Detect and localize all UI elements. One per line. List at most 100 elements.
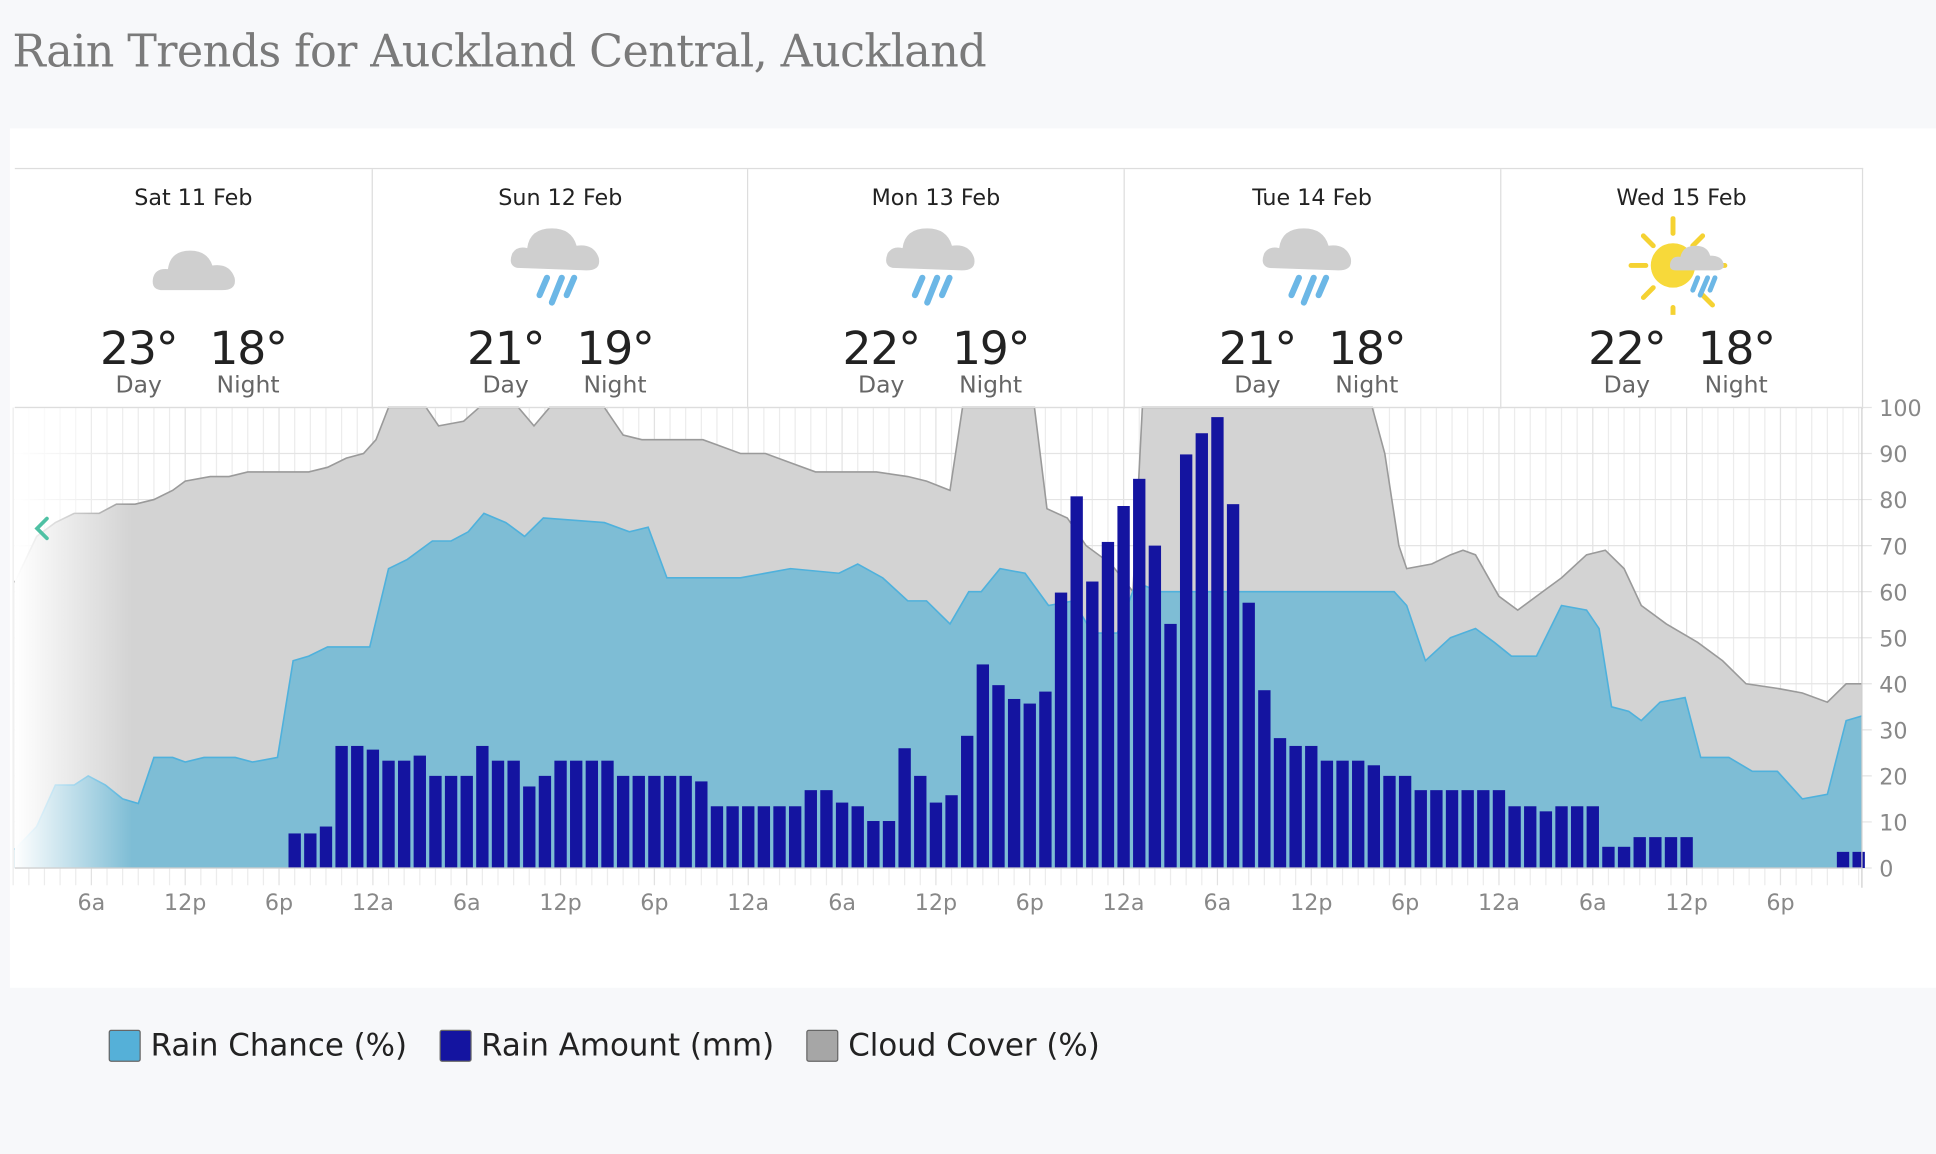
rain-amount-bar: [695, 781, 708, 868]
rain-amount-bar: [288, 833, 301, 868]
x-tick-label: 12a: [727, 890, 769, 916]
rain-amount-bar: [1336, 760, 1349, 868]
rain-amount-bar: [554, 760, 567, 868]
day-temp: 21°: [466, 322, 546, 376]
rain-amount-bar: [679, 775, 692, 868]
rain-amount-bar: [429, 775, 442, 868]
day-temp: 22°: [1588, 322, 1667, 376]
series-line: [14, 512, 1863, 851]
rain-amount-bar: [1367, 765, 1381, 868]
day-forecast: Tue 14 Feb 21° Day 18° Night: [1123, 169, 1500, 409]
rain-amount-bar: [1211, 417, 1224, 868]
rain-amount-bar: [914, 775, 927, 868]
rain-amount-bar: [757, 806, 771, 868]
x-tick-label: 12p: [1290, 890, 1332, 916]
rain-amount-bar: [976, 664, 990, 868]
legend-item[interactable]: Rain Chance (%): [108, 1027, 407, 1063]
rain-amount-bar: [929, 802, 943, 868]
rain-amount-bar: [1320, 760, 1334, 868]
rain-amount-bar: [773, 806, 786, 868]
rain-amount-bar: [1539, 811, 1553, 868]
rain-amount-bar: [1086, 581, 1099, 868]
y-tick-label: 80: [1879, 488, 1907, 514]
rain-amount-bar: [1101, 541, 1115, 868]
x-tick-label: 6p: [1391, 890, 1419, 916]
legend-label: Rain Amount (mm): [481, 1027, 775, 1064]
rain-amount-bar: [1414, 790, 1427, 868]
rain-amount-bar: [961, 735, 974, 868]
y-tick-label: 10: [1879, 811, 1907, 837]
day-label: Day: [482, 371, 529, 399]
rain-amount-bar: [1430, 790, 1443, 868]
cloud-rain-icon: [510, 228, 599, 306]
rain-amount-bar: [1242, 602, 1255, 868]
legend-item[interactable]: Cloud Cover (%): [806, 1027, 1100, 1063]
day-temp: 22°: [842, 322, 922, 376]
rain-amount-bar: [1070, 496, 1083, 868]
y-tick-label: 30: [1879, 718, 1907, 744]
legend-item[interactable]: Rain Amount (mm): [439, 1027, 774, 1063]
day-name: Tue 14 Feb: [1252, 185, 1372, 212]
day-temp: 23°: [100, 322, 179, 376]
night-temp: 18°: [1697, 322, 1777, 376]
x-tick-label: 12p: [539, 890, 581, 916]
rain-amount-bar: [523, 786, 536, 868]
rain-amount-bar: [476, 745, 489, 868]
rain-amount-bar: [1398, 775, 1412, 868]
rain-amount-bar: [382, 760, 395, 868]
x-tick-label: 6p: [1016, 890, 1044, 916]
x-tick-label: 12p: [164, 890, 206, 916]
legend-swatch: [108, 1029, 141, 1062]
day-label: Day: [1234, 371, 1281, 399]
rain-amount-bar: [1054, 592, 1068, 868]
x-tick-label: 6a: [1579, 890, 1607, 916]
cloud-rain-icon: [1262, 228, 1351, 306]
rain-amount-bar: [1039, 691, 1052, 868]
rain-amount-bar: [1570, 806, 1584, 868]
rain-amount-bar: [882, 821, 896, 868]
left-fade: [14, 407, 133, 868]
day-forecast: Wed 15 Feb 22° Day 18° Night: [1499, 169, 1862, 409]
day-temp: 21°: [1218, 322, 1298, 376]
rain-amount-bar: [397, 760, 411, 868]
rain-amount-bar: [1445, 790, 1459, 868]
rain-amount-bar: [1461, 790, 1474, 868]
x-tick-label: 6p: [640, 890, 668, 916]
rain-amount-bar: [570, 760, 583, 868]
rain-amount-bar: [1226, 504, 1240, 868]
x-tick-label: 12p: [915, 890, 957, 916]
rain-amount-bar: [1617, 846, 1631, 868]
rain-amount-bar: [319, 826, 333, 868]
rain-amount-bar: [663, 775, 677, 868]
day-forecast-row: Sat 11 Feb 23° Day 18° Night Sun 12 Feb 21°…: [14, 167, 1864, 409]
rain-amount-bar: [1133, 478, 1146, 868]
day-name: Sun 12 Feb: [498, 185, 623, 212]
sun-cloud-rain-icon: [1628, 216, 1728, 315]
day-name: Sat 11 Feb: [134, 185, 253, 212]
cloud-icon: [152, 250, 235, 291]
rain-amount-bar: [601, 760, 614, 868]
night-temp: 19°: [951, 322, 1031, 376]
rain-amount-bar: [1148, 545, 1162, 868]
rain-amount-bar: [1508, 806, 1521, 868]
y-tick-label: 0: [1879, 857, 1893, 883]
rain-amount-bar: [366, 749, 380, 868]
rain-amount-bar: [491, 760, 505, 868]
day-forecast: Sat 11 Feb 23° Day 18° Night: [15, 169, 372, 409]
rain-amount-bar: [742, 806, 755, 868]
night-temp: 18°: [209, 322, 288, 376]
rain-amount-bar: [867, 821, 880, 868]
rain-amount-bar: [1649, 837, 1662, 868]
rain-amount-bar: [1586, 806, 1599, 868]
rain-amount-bar: [1164, 623, 1177, 868]
rain-amount-bar: [304, 833, 317, 868]
cloud-rain-icon: [886, 228, 975, 306]
y-tick-label: 90: [1879, 442, 1907, 468]
rain-amount-bar: [413, 755, 426, 868]
day-label: Day: [858, 371, 905, 399]
rain-amount-bar: [507, 760, 520, 868]
y-tick-label: 60: [1879, 580, 1907, 606]
rain-amount-bar: [1633, 837, 1646, 868]
chevron-left-icon[interactable]: [34, 516, 49, 541]
